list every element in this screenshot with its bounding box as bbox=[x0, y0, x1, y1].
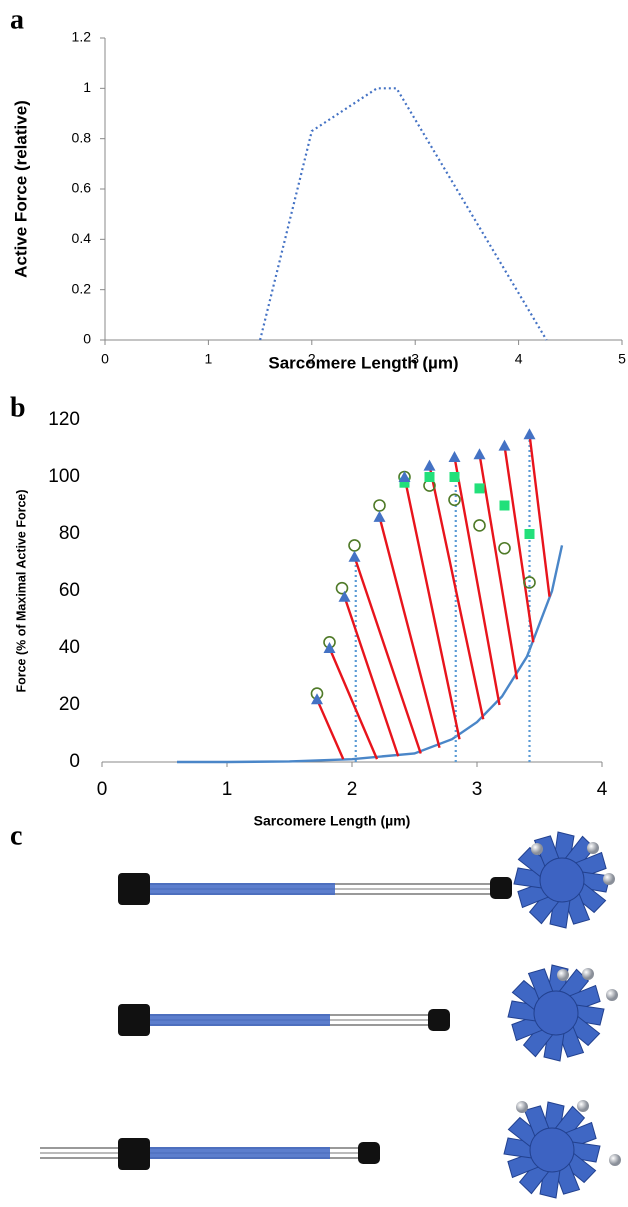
y-tick-label: 0 bbox=[69, 751, 80, 772]
shape bbox=[358, 1142, 380, 1164]
circle-marker bbox=[348, 539, 361, 552]
x-tick-label: 0 bbox=[101, 351, 109, 367]
y-tick-label: 60 bbox=[59, 580, 80, 601]
x-tick-label: 0 bbox=[97, 779, 108, 800]
triangle-marker bbox=[348, 550, 361, 562]
x-axis-title: Sarcomere Length (µm) bbox=[268, 353, 458, 372]
filament-diagram bbox=[40, 831, 621, 1199]
shape bbox=[582, 968, 594, 980]
filament-row bbox=[118, 964, 618, 1062]
square-marker bbox=[449, 472, 460, 482]
square-marker bbox=[474, 483, 485, 494]
panel-label: c bbox=[10, 820, 22, 851]
y-axis-title: Active Force (relative) bbox=[11, 100, 30, 278]
x-tick-label: 2 bbox=[347, 779, 358, 800]
line bbox=[177, 545, 564, 764]
triangle-marker bbox=[311, 693, 323, 705]
panel-label: a bbox=[10, 4, 24, 35]
y-tick-label: 0.8 bbox=[72, 129, 92, 145]
circle-marker bbox=[498, 541, 511, 555]
y-tick-label: 1 bbox=[83, 79, 91, 95]
y-tick-label: 0.4 bbox=[72, 230, 92, 246]
square-marker bbox=[499, 500, 510, 511]
x-tick-label: 3 bbox=[411, 351, 419, 367]
shape bbox=[516, 1101, 528, 1113]
triangle-marker bbox=[448, 451, 461, 463]
triangle-marker bbox=[473, 448, 486, 460]
shape bbox=[118, 1138, 150, 1170]
square-marker bbox=[399, 477, 410, 488]
shape bbox=[587, 842, 599, 854]
circle-marker bbox=[335, 581, 349, 595]
shape bbox=[428, 1009, 450, 1031]
x-axis-title: Sarcomere Length (µm) bbox=[254, 813, 411, 829]
y-tick-label: 120 bbox=[48, 409, 80, 430]
y-tick-label: 40 bbox=[59, 637, 80, 658]
filament-row bbox=[118, 831, 615, 929]
square-marker bbox=[524, 529, 535, 539]
triangle-marker bbox=[523, 428, 536, 440]
line bbox=[315, 434, 551, 760]
shape bbox=[503, 1101, 601, 1199]
shape bbox=[609, 1154, 621, 1166]
y-tick-label: 100 bbox=[48, 466, 80, 487]
y-tick-label: 0.6 bbox=[72, 180, 92, 196]
triangle-marker bbox=[398, 471, 411, 482]
shape bbox=[118, 1004, 150, 1036]
shape bbox=[135, 883, 335, 895]
y-tick-label: 0 bbox=[83, 331, 91, 347]
x-tick-label: 2 bbox=[308, 351, 316, 367]
shape bbox=[135, 1014, 330, 1026]
filament-row bbox=[40, 1100, 621, 1199]
dotted-line bbox=[259, 87, 548, 341]
circle-marker bbox=[373, 499, 386, 512]
circle-marker bbox=[473, 519, 486, 532]
y-tick-label: 20 bbox=[59, 694, 80, 715]
x-tick-label: 3 bbox=[472, 779, 483, 800]
x-tick-label: 4 bbox=[515, 351, 523, 367]
y-tick-label: 0.2 bbox=[72, 280, 92, 296]
triangle-marker bbox=[373, 510, 386, 522]
shape bbox=[490, 877, 512, 899]
panel-label: b bbox=[10, 392, 26, 423]
x-tick-label: 5 bbox=[618, 351, 626, 367]
shape bbox=[577, 1100, 589, 1112]
circle-marker bbox=[523, 576, 536, 589]
x-tick-label: 4 bbox=[597, 779, 608, 800]
shape bbox=[606, 989, 618, 1001]
y-axis-title: Force (% of Maximal Active Force) bbox=[14, 489, 28, 692]
shape bbox=[603, 873, 615, 885]
shape bbox=[140, 1147, 330, 1159]
circle-marker bbox=[448, 493, 461, 507]
triangle-marker bbox=[423, 459, 436, 471]
y-tick-label: 1.2 bbox=[72, 29, 92, 45]
triangle-marker bbox=[338, 590, 351, 602]
x-tick-label: 1 bbox=[222, 779, 233, 800]
dotted-line bbox=[354, 434, 531, 762]
y-tick-label: 80 bbox=[59, 523, 80, 544]
triangle-marker bbox=[498, 439, 511, 451]
triangle-marker bbox=[323, 642, 336, 653]
shape bbox=[557, 969, 569, 981]
x-tick-label: 1 bbox=[205, 351, 213, 367]
shape bbox=[531, 843, 543, 855]
shape bbox=[118, 873, 150, 905]
square-marker bbox=[424, 472, 435, 482]
